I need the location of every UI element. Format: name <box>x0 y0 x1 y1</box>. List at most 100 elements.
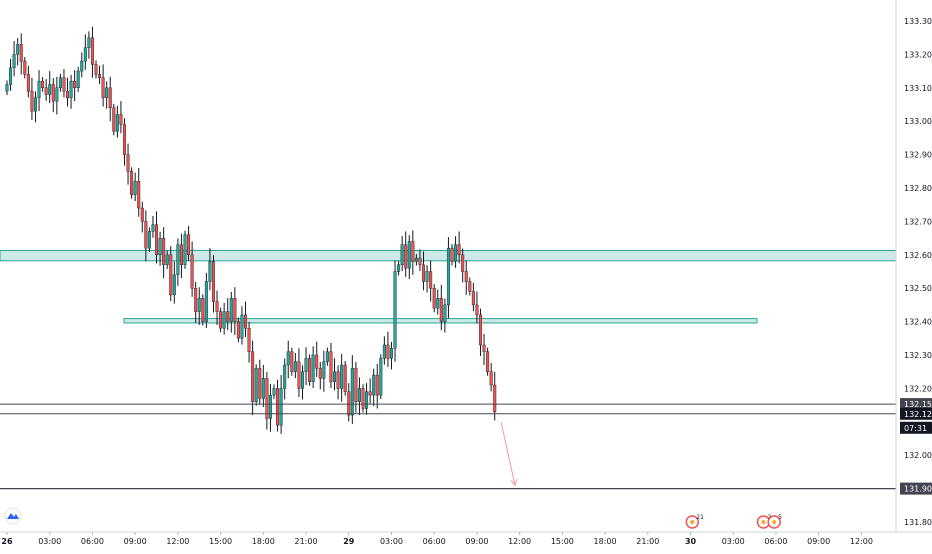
candle[interactable] <box>5 80 9 96</box>
candle[interactable] <box>368 378 372 404</box>
candle[interactable] <box>475 291 479 324</box>
candle[interactable] <box>268 384 272 432</box>
candle[interactable] <box>9 59 13 91</box>
candle[interactable] <box>208 248 212 291</box>
candle[interactable] <box>165 250 169 269</box>
candle[interactable] <box>119 101 123 134</box>
candle[interactable] <box>122 118 126 166</box>
candle[interactable] <box>411 230 415 275</box>
candle[interactable] <box>201 294 205 326</box>
candle[interactable] <box>333 358 337 391</box>
candle[interactable] <box>222 302 226 335</box>
candle[interactable] <box>258 359 262 405</box>
economic-event-marker[interactable]: 21 <box>685 514 704 529</box>
candle[interactable] <box>404 231 408 277</box>
candle[interactable] <box>443 298 447 333</box>
candle[interactable] <box>190 241 194 297</box>
candle[interactable] <box>429 260 433 302</box>
candle[interactable] <box>315 341 319 378</box>
candle[interactable] <box>308 354 312 386</box>
candle[interactable] <box>347 383 351 422</box>
candle[interactable] <box>108 76 112 122</box>
candle[interactable] <box>265 372 269 430</box>
candle[interactable] <box>240 306 244 345</box>
candle[interactable] <box>457 231 461 264</box>
candle[interactable] <box>389 341 393 370</box>
candle[interactable] <box>276 379 280 432</box>
candle[interactable] <box>44 79 48 101</box>
candle[interactable] <box>247 321 251 363</box>
candle[interactable] <box>37 70 41 112</box>
candle[interactable] <box>112 103 116 136</box>
candle[interactable] <box>418 249 422 272</box>
candle[interactable] <box>30 77 34 120</box>
candle[interactable] <box>439 284 443 331</box>
candle[interactable] <box>83 34 87 70</box>
candle[interactable] <box>407 235 411 280</box>
candle[interactable] <box>325 347 329 366</box>
candle[interactable] <box>261 365 265 408</box>
candle[interactable] <box>414 254 418 266</box>
candle[interactable] <box>283 358 287 400</box>
candle[interactable] <box>98 65 102 85</box>
candle[interactable] <box>26 65 30 98</box>
candle[interactable] <box>293 352 297 379</box>
candle[interactable] <box>382 336 386 365</box>
candle[interactable] <box>158 231 162 266</box>
candle[interactable] <box>90 26 94 78</box>
candle[interactable] <box>69 74 73 109</box>
candle[interactable] <box>172 261 176 304</box>
projection-arrow[interactable] <box>500 421 516 486</box>
candle[interactable] <box>357 377 361 416</box>
candle[interactable] <box>176 238 180 286</box>
candle[interactable] <box>48 71 52 104</box>
candle[interactable] <box>471 282 475 312</box>
candle[interactable] <box>187 226 191 262</box>
candle[interactable] <box>219 307 223 333</box>
candle[interactable] <box>386 331 390 368</box>
candle[interactable] <box>73 70 77 102</box>
candle[interactable] <box>215 290 219 325</box>
candle[interactable] <box>62 69 66 98</box>
candle[interactable] <box>101 64 105 107</box>
candle[interactable] <box>468 277 472 296</box>
candle[interactable] <box>379 354 383 400</box>
candle[interactable] <box>51 78 55 113</box>
candle[interactable] <box>55 76 59 115</box>
candle[interactable] <box>454 236 458 268</box>
candle[interactable] <box>229 291 233 333</box>
candle[interactable] <box>58 73 62 92</box>
candle[interactable] <box>226 298 230 331</box>
tradingview-logo-icon[interactable] <box>4 507 22 525</box>
candle[interactable] <box>183 230 187 269</box>
candle[interactable] <box>133 172 137 202</box>
candle[interactable] <box>322 350 326 392</box>
candle[interactable] <box>236 317 240 343</box>
candle[interactable] <box>204 272 208 328</box>
candle[interactable] <box>486 347 490 376</box>
candle[interactable] <box>340 353 344 402</box>
candle[interactable] <box>130 167 134 199</box>
candle[interactable] <box>194 281 198 323</box>
candle[interactable] <box>144 210 148 262</box>
candle[interactable] <box>162 227 166 279</box>
candle[interactable] <box>297 348 301 398</box>
candle[interactable] <box>286 340 290 379</box>
candle[interactable] <box>80 52 84 78</box>
candle[interactable] <box>461 248 465 283</box>
candle[interactable] <box>197 287 201 325</box>
candle[interactable] <box>375 364 379 409</box>
candle[interactable] <box>393 260 397 362</box>
candle[interactable] <box>179 233 183 279</box>
candle[interactable] <box>343 361 347 396</box>
candle[interactable] <box>336 365 340 400</box>
candle[interactable] <box>23 57 27 79</box>
candle[interactable] <box>19 33 23 75</box>
candle[interactable] <box>126 143 130 185</box>
candle[interactable] <box>300 365 304 400</box>
candle[interactable] <box>489 363 493 392</box>
candle[interactable] <box>304 347 308 386</box>
candle[interactable] <box>372 368 376 407</box>
candle[interactable] <box>244 301 248 337</box>
